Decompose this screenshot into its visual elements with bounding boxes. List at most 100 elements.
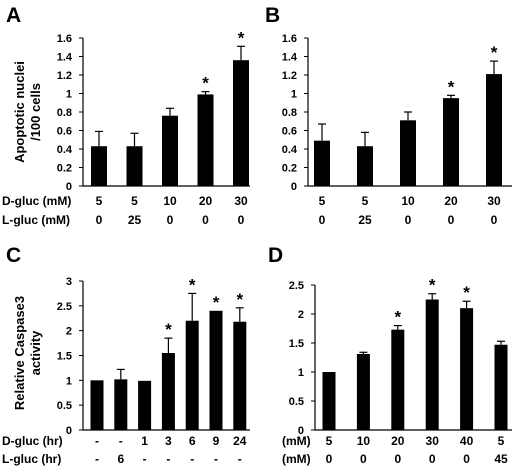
y-tick-label: 0.6 [57,126,72,138]
condition-value: 1 [141,434,148,448]
y-tick-label: 0.2 [282,163,297,175]
significance-star: * [491,43,498,62]
condition-value: 10 [357,434,371,448]
y-axis-label-a-line-2: /100 cells [28,83,43,141]
y-tick-label: 1 [66,89,72,101]
condition-value: 10 [163,194,177,208]
significance-star: * [448,77,455,96]
panel-letter-a: A [6,4,21,27]
condition-value: - [238,452,242,466]
condition-row-label: D-gluc (hr) [2,434,63,448]
condition-value: 0 [167,213,174,227]
condition-value: 5 [319,194,326,208]
significance-star: * [202,74,209,93]
panel-a: 0 0.2 0.4 0.6 0.8 1 1.2 1.4 1.6 * * D-gluc (mM) 5 5 10… [2,28,250,227]
y-tick-label: 1.5 [57,351,72,363]
y-tick-label: 0 [66,425,72,437]
y-tick-label: 0 [298,425,304,437]
condition-value: 30 [426,434,440,448]
condition-value: - [119,434,123,448]
condition-value: 5 [326,434,333,448]
y-tick-label: 2.5 [289,280,304,292]
y-tick-label: 0.4 [57,144,73,156]
condition-row-label: L-gluc (mM) [2,213,70,227]
panel-b: 0 0.2 0.4 0.6 0.8 1 1.2 1.4 1.6 * * 5 5 10 20 30 0 25 0 0 0 [282,33,512,227]
condition-row-label: (mM) [282,452,311,466]
condition-value: 6 [189,434,196,448]
bar [126,146,143,186]
significance-star: * [429,276,436,295]
condition-value: - [214,452,218,466]
y-tick-label: 1.6 [57,33,72,45]
condition-value: 0 [448,213,455,227]
significance-star: * [165,320,172,339]
y-tick-label: 0 [66,181,72,193]
condition-value: 0 [238,213,245,227]
panel-letter-c: C [6,244,21,267]
bar [90,380,104,430]
significance-star: * [238,28,245,47]
y-tick-label: 1 [66,375,72,387]
y-tick-label: 1.2 [282,70,297,82]
bar [425,299,439,430]
y-tick-label: 0.5 [289,396,304,408]
y-tick-label: 3 [66,276,72,288]
condition-value: - [95,434,99,448]
condition-value: - [166,452,170,466]
bar [197,94,214,186]
bar [185,320,199,430]
bar [357,146,373,186]
bar [486,74,502,186]
bar [314,140,330,186]
condition-value: 40 [460,434,474,448]
significance-star: * [213,293,220,312]
y-tick-label: 0.2 [57,163,72,175]
y-tick-label: 2.5 [57,301,72,313]
y-tick-label: 1 [298,367,304,379]
bar [162,115,178,186]
condition-value: 0 [202,213,209,227]
bar [233,60,249,187]
bar [161,353,175,430]
condition-value: 0 [429,452,436,466]
condition-value: 20 [199,194,213,208]
condition-value: 9 [213,434,220,448]
condition-value: 25 [358,213,372,227]
y-tick-label: 0.4 [282,144,298,156]
condition-value: 24 [233,434,247,448]
bar [460,308,474,430]
significance-star: * [394,308,401,327]
y-tick-label: 1.4 [57,52,73,64]
bar [91,146,107,186]
condition-value: 30 [234,194,248,208]
condition-value: 0 [405,213,412,227]
y-tick-label: 0.5 [57,400,72,412]
y-tick-label: 1.4 [282,52,298,64]
y-tick-label: 1.6 [282,33,297,45]
y-tick-label: 0.6 [282,126,297,138]
condition-value: 10 [401,194,415,208]
significance-star: * [463,283,470,302]
y-tick-label: 2 [66,326,72,338]
bar [209,310,223,430]
condition-value: 20 [391,434,405,448]
condition-row-label: (mM) [282,434,311,448]
significance-star: * [189,275,196,294]
y-tick-label: 0.8 [282,107,297,119]
bar [400,120,416,186]
condition-row-label: L-gluc (hr) [2,452,61,466]
y-axis-label-c-line-1: Relative Caspase3 [12,296,27,410]
panel-d: 00.511.522.5** *(mM) 5 10 20 30 40 5(mM) 0 0 0 0 0 45 [282,276,512,466]
condition-value: - [143,452,147,466]
condition-value: 0 [326,452,333,466]
condition-value: 5 [131,194,138,208]
y-tick-label: 1 [291,89,297,101]
condition-value: - [190,452,194,466]
condition-value: 6 [117,452,124,466]
bar [114,379,128,430]
y-tick-label: 1.2 [57,70,72,82]
bar [494,344,508,430]
condition-value: 30 [487,194,501,208]
condition-value: - [95,452,99,466]
